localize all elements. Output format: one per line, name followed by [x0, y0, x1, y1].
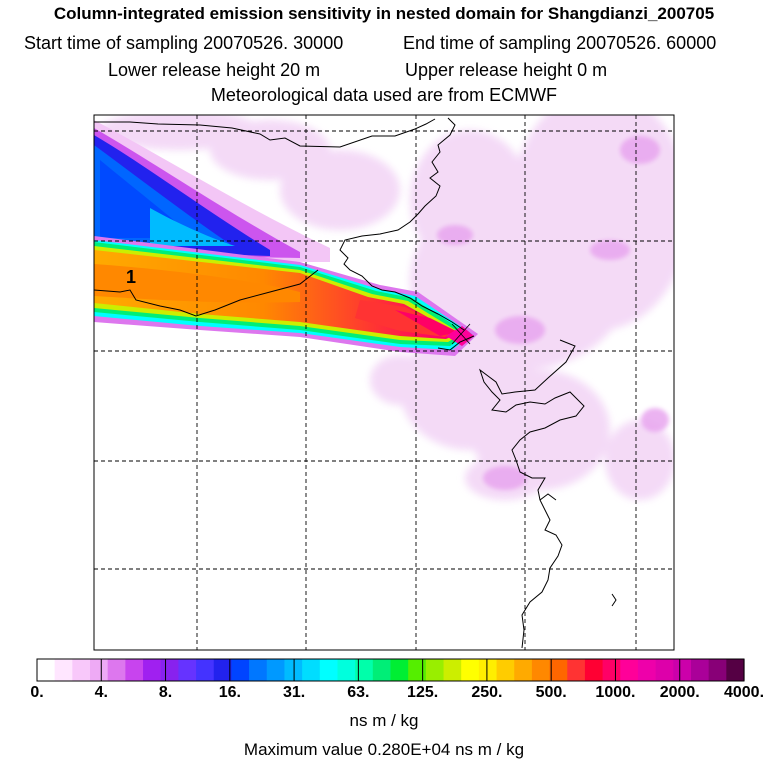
lower-release-height: Lower release height 20 m — [108, 60, 321, 80]
colorbar-swatch — [673, 659, 692, 681]
plume-label: 1 — [126, 267, 136, 287]
medium-patches — [437, 136, 669, 490]
colorbar-swatch — [478, 659, 498, 681]
colorbar-swatch — [496, 659, 515, 681]
colorbar-units: ns m / kg — [349, 711, 419, 730]
colorbar-tick-label: 125. — [407, 684, 439, 701]
colorbar-swatch — [549, 659, 568, 681]
colorbar-swatch — [425, 659, 445, 681]
receptor-marker — [451, 323, 471, 345]
colorbar-swatch — [249, 659, 268, 681]
colorbar-tick-label: 16. — [218, 684, 241, 701]
upper-release-height: Upper release height 0 m — [405, 60, 608, 80]
colorbar-swatch — [620, 659, 639, 681]
lat-lon-grid — [94, 115, 674, 650]
colorbar-swatch — [531, 659, 551, 681]
colorbar-swatch — [54, 659, 73, 681]
map-frame — [93, 114, 675, 651]
colorbar-swatch — [90, 659, 109, 681]
colorbar-swatch — [37, 659, 56, 681]
map-title: Column-integrated emission sensitivity i… — [53, 4, 715, 23]
colorbar-swatch — [461, 659, 480, 681]
colorbar-swatch — [196, 659, 215, 681]
colorbar-swatch — [443, 659, 462, 681]
colorbar-swatch — [107, 659, 126, 681]
colorbar-frame — [36, 658, 745, 682]
colorbar-swatch — [337, 659, 356, 681]
maximum-value: Maximum value 0.280E+04 ns m / kg — [243, 740, 525, 759]
colorbar-tick-label: 0. — [30, 684, 44, 701]
colorbar-swatch — [514, 659, 533, 681]
colorbar-tick-label: 500. — [535, 684, 567, 701]
colorbar-swatch — [637, 659, 657, 681]
colorbar-swatch — [178, 659, 197, 681]
colorbar-swatch — [602, 659, 621, 681]
colorbar-swatch — [143, 659, 162, 681]
colorbar-swatch — [584, 659, 604, 681]
end-time: End time of sampling 20070526. 60000 — [403, 33, 717, 53]
colorbar-tick-label: 2000. — [659, 684, 700, 701]
colorbar-swatch — [319, 659, 339, 681]
colorbar-tick-label: 31. — [282, 684, 306, 701]
colorbar-swatch — [372, 659, 392, 681]
coastlines — [94, 117, 617, 649]
colorbar-swatch — [266, 659, 286, 681]
colorbar-swatch — [655, 659, 674, 681]
colorbar-swatch — [213, 659, 233, 681]
colorbar-swatch — [726, 659, 745, 681]
colorbar-swatch — [708, 659, 727, 681]
colorbar-swatch — [355, 659, 374, 681]
met-data-source: Meteorological data used are from ECMWF — [210, 85, 558, 105]
colorbar-tick-label: 1000. — [595, 684, 636, 701]
colorbar-swatch — [302, 659, 321, 681]
colorbar-swatch — [72, 659, 91, 681]
colorbar-tick-label: 4. — [94, 684, 108, 701]
colorbar-tick-label: 63. — [347, 684, 370, 701]
colorbar — [37, 659, 745, 681]
colorbar-tick-label: 250. — [471, 684, 503, 701]
colorbar-swatch — [567, 659, 586, 681]
start-time: Start time of sampling 20070526. 30000 — [24, 33, 344, 53]
colorbar-swatch — [284, 659, 303, 681]
colorbar-swatch — [390, 659, 409, 681]
colorbar-swatch — [408, 659, 427, 681]
colorbar-tick-label: 8. — [158, 684, 173, 701]
colorbar-swatch — [125, 659, 144, 681]
colorbar-tick-label: 4000. — [723, 684, 765, 701]
colorbar-swatch — [690, 659, 710, 681]
colorbar-swatch — [160, 659, 180, 681]
colorbar-swatch — [231, 659, 250, 681]
